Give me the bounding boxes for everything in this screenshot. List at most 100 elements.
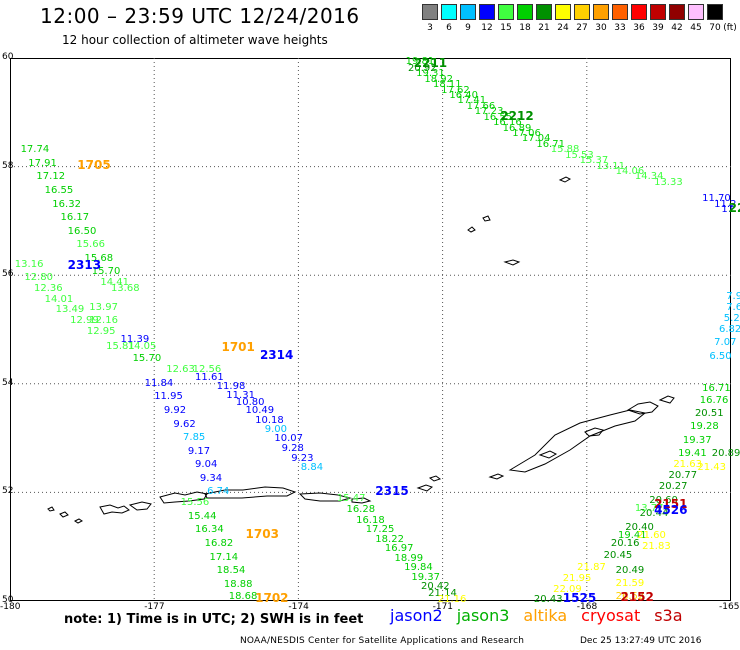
wave-height-value: 13.49 [55, 304, 85, 316]
wave-height-value: 14.34 [634, 171, 664, 183]
legend-label: 24 [557, 23, 569, 33]
wave-height-value: 15.70 [132, 353, 162, 365]
pass-id-label: 2314 [259, 347, 294, 362]
wave-height-value: 16.89 [502, 122, 532, 134]
wave-height-value: 19.37 [682, 434, 712, 446]
lon-label: -171 [432, 602, 454, 612]
legend-swatch [517, 4, 533, 20]
map-subtitle: 12 hour collection of altimeter wave hei… [62, 33, 328, 47]
wave-height-value: 17.06 [512, 128, 541, 140]
wave-height-value: 6.82 [718, 323, 740, 335]
coastline [538, 450, 558, 459]
map-title: 12:00 – 23:59 UTC 12/24/2016 [40, 4, 360, 28]
wave-height-value: 20.51 [694, 407, 724, 419]
wave-height-value: 9.92 [163, 404, 187, 416]
legend-swatch [688, 4, 704, 20]
wave-height-value: 16.34 [195, 524, 224, 536]
legend-unit: (ft) [723, 23, 737, 33]
coastline [47, 506, 55, 512]
wave-height-value: 11.31 [226, 389, 255, 401]
wave-height-value: 12.99 [70, 315, 99, 327]
legend-label: 45 [690, 23, 702, 33]
wave-height-value: 20.40 [625, 521, 654, 533]
wave-height-value: 19.81 [405, 56, 435, 68]
coastline [74, 518, 83, 524]
wave-height-value: 18.68 [228, 590, 258, 602]
wave-height-value: 20.60 [649, 494, 678, 506]
lat-label: 56 [2, 269, 14, 280]
legend-label: 21 [538, 23, 550, 33]
wave-height-value: 21.87 [577, 562, 606, 574]
wave-height-value: 20.43 [533, 593, 563, 605]
coastline [467, 226, 476, 233]
wave-height-value: 16.55 [483, 111, 513, 123]
wave-height-value: 20.44 [639, 508, 669, 520]
wave-height-value: 12.63 [166, 364, 195, 376]
wave-height-value: 12.56 [192, 364, 222, 376]
wave-height-value: 9.00 [264, 423, 288, 435]
wave-height-value: 14.01 [44, 293, 74, 305]
coastline [482, 215, 491, 222]
satellite-name: jason3 [456, 606, 510, 625]
wave-height-value: 5.2 [723, 312, 740, 324]
wave-height-value: 11.61 [195, 372, 224, 384]
pass-id-label: 2151 [654, 497, 688, 512]
wave-height-value: 16.18 [356, 514, 385, 526]
legend-swatch [479, 4, 495, 20]
legend-swatch [536, 4, 552, 20]
wave-height-value: 20.77 [668, 470, 698, 482]
satellite-name: altika [523, 606, 568, 625]
credit-text: NOAA/NESDIS Center for Satellite Applica… [240, 636, 525, 646]
lat-label: 58 [2, 160, 14, 171]
wave-height-value: 9.34 [199, 472, 223, 484]
lat-label: 60 [2, 52, 14, 62]
legend-swatch [422, 4, 438, 20]
pass-id-label: 1705 [77, 157, 111, 172]
wave-height-value: 17.91 [28, 157, 57, 169]
legend-swatch [612, 4, 628, 20]
wave-height-value: 21.60 [637, 529, 666, 541]
legend-swatch [707, 4, 723, 20]
satellite-name: s3a [654, 606, 683, 625]
generated-timestamp: Dec 25 13:27:49 UTC 2016 [580, 636, 702, 646]
legend-swatch [460, 4, 476, 20]
wave-height-value: 20.16 [610, 537, 640, 549]
legend-label: 15 [500, 23, 512, 33]
wave-height-value: 17.14 [209, 551, 239, 563]
legend-label: 30 [595, 23, 607, 33]
wave-height-value: 19.28 [690, 421, 719, 433]
wave-height-value: 15.56 [180, 497, 210, 509]
legend-swatch [574, 4, 590, 20]
wave-height-value: 15.44 [187, 510, 217, 522]
wave-height-value: 10.49 [245, 404, 275, 416]
wave-height-value: 13.68 [110, 282, 140, 294]
wave-height-value: 19.41 [678, 448, 707, 460]
wave-height-value: 16.82 [204, 537, 234, 549]
wave-height-value: 15.53 [565, 149, 594, 161]
pass-id-label: 2152 [620, 589, 654, 604]
coastline [298, 492, 352, 502]
wave-height-value: 19.41 [618, 529, 647, 541]
lat-label: 50 [2, 595, 14, 605]
wave-height-value: 16.28 [346, 503, 376, 515]
wave-height-value: 11.70 [702, 193, 731, 205]
wave-height-value: 20.45 [603, 550, 633, 562]
wave-height-value: 18.11 [432, 79, 462, 91]
units-note: note: 1) Time is in UTC; 2) SWH is in fe… [64, 612, 364, 627]
pass-id-label: 22 [728, 201, 740, 216]
legend-swatch [631, 4, 647, 20]
legend-label: 6 [446, 23, 452, 33]
coastline [351, 497, 372, 504]
wave-height-value: 9.17 [187, 445, 211, 457]
wave-height-value: 20.42 [420, 580, 450, 592]
legend-label: 39 [652, 23, 664, 33]
wave-height-value: 10.07 [274, 433, 303, 445]
wave-height-value: 13.97 [89, 301, 118, 313]
wave-height-value: 13.33 [654, 176, 683, 188]
wave-height-value: 17.04 [521, 133, 551, 145]
wave-height-value: 6.74 [207, 486, 230, 498]
wave-height-value: 7.07 [714, 337, 737, 349]
wave-height-value: 13.77 [634, 502, 664, 514]
wave-height-value: 20.92 [407, 62, 437, 74]
coastline [99, 504, 130, 515]
